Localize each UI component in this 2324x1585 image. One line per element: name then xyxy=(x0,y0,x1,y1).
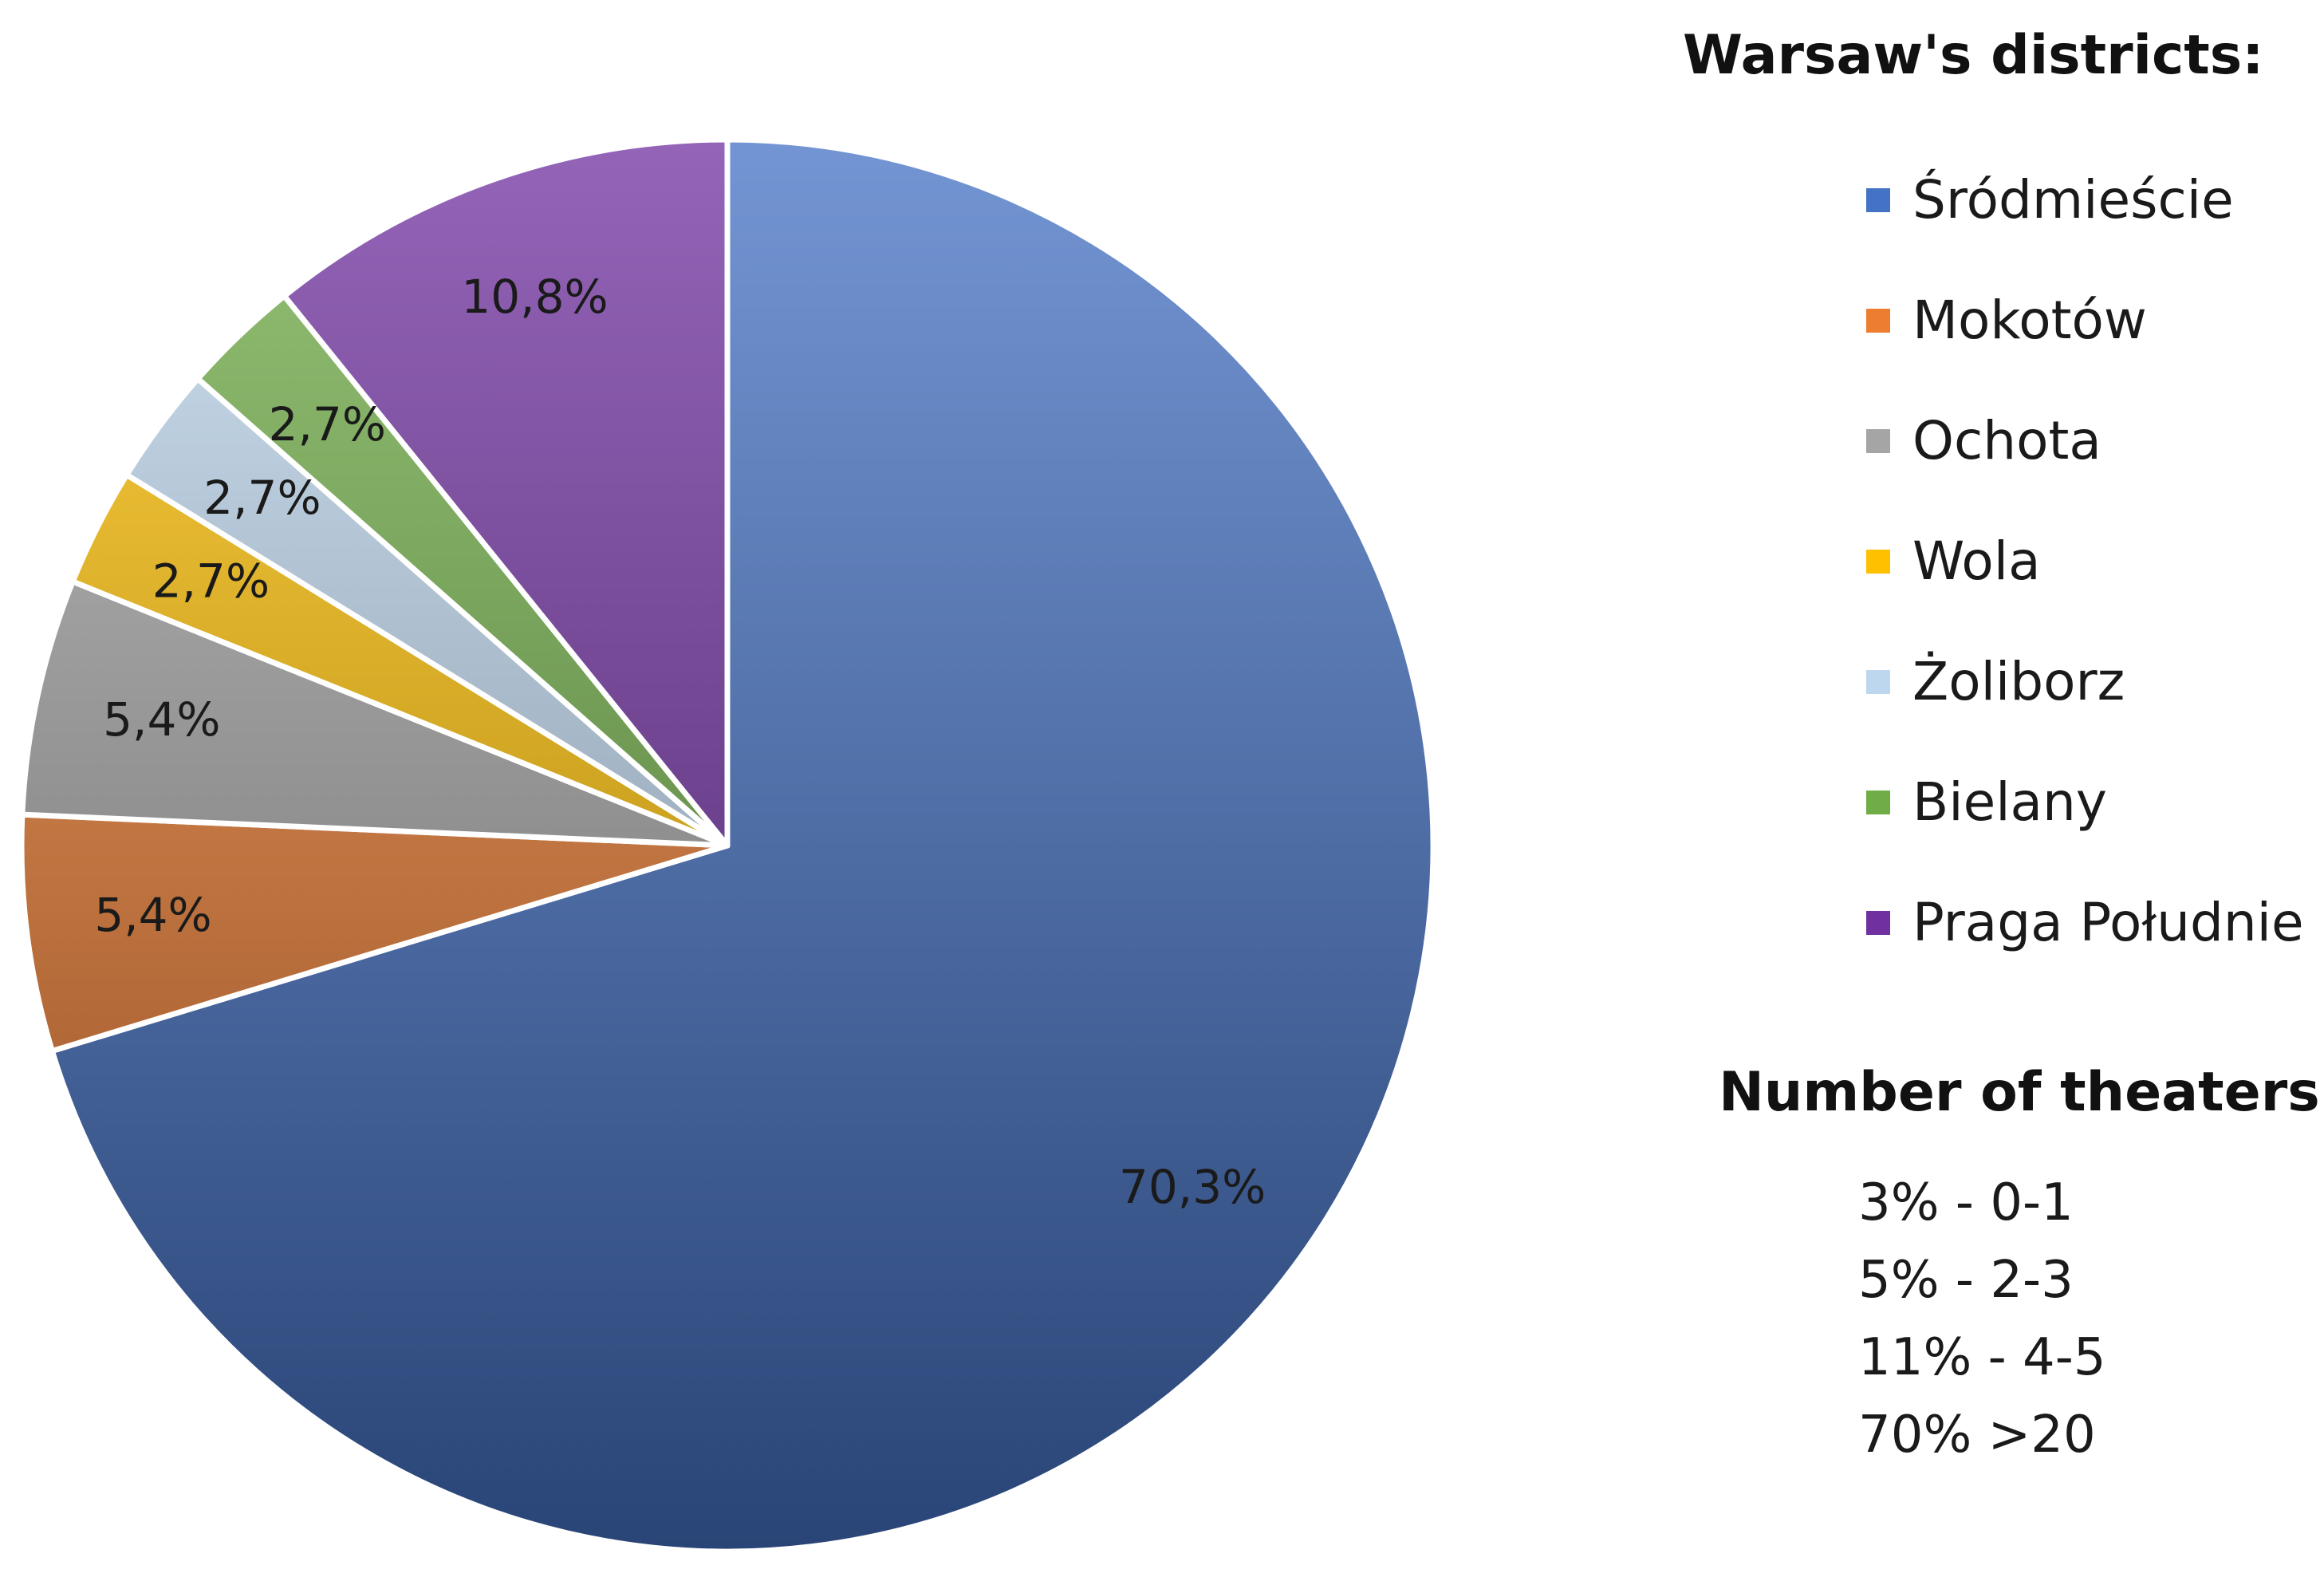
scale-item: 11% - 4-5 xyxy=(1858,1328,2106,1387)
slice-label-praga-poludnie: 10,8% xyxy=(461,270,608,324)
legend-item-mokotow: Mokotów xyxy=(1866,260,2304,380)
legend-swatch xyxy=(1866,790,1890,814)
slice-label-bielany: 2,7% xyxy=(269,397,386,451)
pie-slice-srodmiescie xyxy=(49,136,1436,1555)
legend-label: Ochota xyxy=(1912,410,2101,471)
pie-slice-mokotow xyxy=(18,811,731,1055)
legend-label: Bielany xyxy=(1912,771,2107,833)
scale-title: Number of theaters: xyxy=(1719,1061,2324,1124)
legend-swatch xyxy=(1866,549,1890,574)
legend-swatch xyxy=(1866,669,1890,694)
scale-list: 3% - 0-1 5% - 2-3 11% - 4-5 70% >20 xyxy=(1858,1165,2106,1474)
slice-label-mokotow: 5,4% xyxy=(94,888,211,942)
legend-item-wola: Wola xyxy=(1866,501,2304,621)
legend-swatch xyxy=(1866,187,1890,212)
legend-label: Mokotów xyxy=(1912,290,2147,351)
legend-swatch xyxy=(1866,308,1890,333)
scale-item: 3% - 0-1 xyxy=(1858,1173,2074,1232)
legend-item-ochota: Ochota xyxy=(1866,380,2304,501)
slice-label-zoliborz: 2,7% xyxy=(203,471,321,525)
pie-labels: 70,3% 5,4% 5,4% 2,7% 2,7% 2,7% 10,8% xyxy=(94,270,1266,1214)
pie-chart: 70,3% 5,4% 5,4% 2,7% 2,7% 2,7% 10,8% xyxy=(18,136,1436,1555)
legend-item-srodmiescie: Śródmieście xyxy=(1866,140,2304,260)
scale-item: 5% - 2-3 xyxy=(1858,1251,2074,1310)
legend-item-bielany: Bielany xyxy=(1866,742,2304,862)
legend-label: Praga Południe xyxy=(1912,892,2304,953)
pie-slice-praga-poludnie xyxy=(281,136,731,849)
legend-item-zoliborz: Żoliborz xyxy=(1866,621,2304,742)
legend-title: Warsaw's districts: xyxy=(1683,24,2264,87)
legend-swatch xyxy=(1866,910,1890,935)
legend-label: Wola xyxy=(1912,530,2041,592)
slice-label-srodmiescie: 70,3% xyxy=(1119,1160,1266,1214)
slice-label-wola: 2,7% xyxy=(152,554,270,609)
legend-item-praga-poludnie: Praga Południe xyxy=(1866,862,2304,983)
legend-label: Śródmieście xyxy=(1912,169,2234,231)
legend: Śródmieście Mokotów Ochota Wola Żoliborz… xyxy=(1866,140,2304,983)
slice-label-ochota: 5,4% xyxy=(103,692,220,747)
pie-slice-ochota xyxy=(19,578,731,849)
legend-swatch xyxy=(1866,428,1890,453)
legend-label: Żoliborz xyxy=(1912,651,2125,712)
pie-slices xyxy=(18,136,1436,1555)
scale-item: 70% >20 xyxy=(1858,1406,2096,1465)
